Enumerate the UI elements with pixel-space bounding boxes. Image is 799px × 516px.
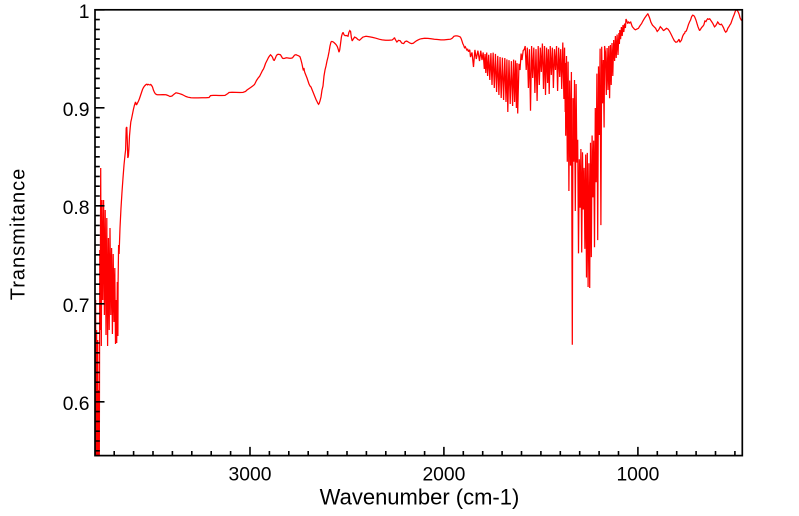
svg-text:1000: 1000 (616, 465, 659, 486)
svg-text:0.8: 0.8 (63, 198, 90, 219)
svg-text:0.6: 0.6 (63, 394, 90, 415)
svg-text:3000: 3000 (229, 465, 272, 486)
svg-text:0.7: 0.7 (63, 296, 90, 317)
svg-text:1: 1 (79, 2, 90, 23)
svg-text:Transmitance: Transmitance (8, 168, 30, 300)
svg-text:2000: 2000 (422, 465, 465, 486)
svg-text:Wavenumber (cm-1): Wavenumber (cm-1) (320, 485, 520, 510)
svg-text:0.9: 0.9 (63, 100, 90, 121)
